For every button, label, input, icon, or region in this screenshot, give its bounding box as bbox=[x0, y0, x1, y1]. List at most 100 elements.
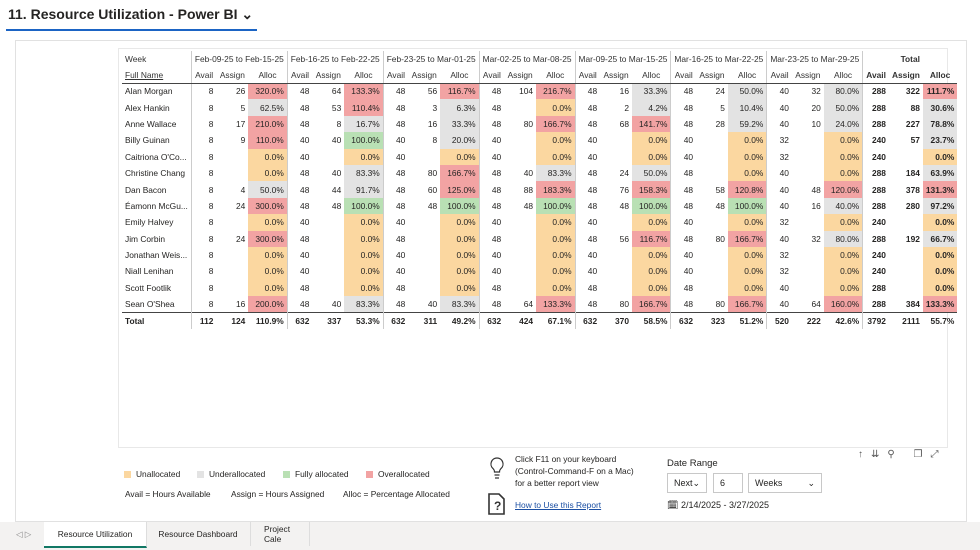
cell bbox=[312, 263, 344, 279]
cell: 80 bbox=[715, 299, 725, 310]
cell: 48 bbox=[574, 197, 601, 215]
cell: 83.3% bbox=[440, 296, 480, 313]
cell: 166.7% bbox=[440, 164, 480, 182]
cell: 240 bbox=[862, 263, 889, 280]
cell: 0.0% bbox=[248, 164, 288, 182]
period-header: Feb-16-25 to Feb-22-25 bbox=[286, 51, 384, 67]
cell: 320.0% bbox=[248, 83, 288, 100]
cell: 63.9% bbox=[922, 164, 958, 182]
cell: 288 bbox=[862, 296, 889, 313]
cell: 0.0% bbox=[248, 214, 288, 231]
tip-line: Click F11 on your keyboard bbox=[515, 454, 617, 464]
tab[interactable]: Resource Utilization bbox=[44, 522, 147, 548]
row-name: Scott Footlik bbox=[125, 282, 172, 293]
cell: 58.5% bbox=[631, 311, 671, 329]
cell: 48 bbox=[574, 83, 601, 100]
cell: 40 bbox=[766, 99, 792, 116]
cell: 53 bbox=[331, 102, 342, 113]
cell bbox=[216, 247, 248, 263]
cell bbox=[312, 247, 344, 263]
cell: 48 bbox=[478, 197, 505, 215]
cell: 110.0% bbox=[248, 132, 288, 149]
tab-nav[interactable]: ◁ ▷ bbox=[16, 529, 32, 539]
subheader: Avail bbox=[670, 67, 697, 84]
cell: 0.0% bbox=[536, 148, 576, 165]
cell: 0.0% bbox=[727, 263, 767, 280]
cell: 68 bbox=[619, 118, 629, 129]
cell: 64 bbox=[523, 299, 534, 310]
subheader: Avail bbox=[382, 67, 409, 84]
cell: 133.3% bbox=[536, 296, 576, 313]
cell: 78.8% bbox=[922, 115, 958, 133]
cell: 66.7% bbox=[922, 230, 958, 247]
cell: 8 bbox=[190, 279, 217, 297]
cell bbox=[600, 280, 632, 296]
cell bbox=[696, 149, 728, 165]
cell: 48 bbox=[574, 181, 601, 198]
cell: 58 bbox=[715, 184, 725, 195]
cell: 288 bbox=[862, 115, 889, 133]
cell: 24 bbox=[715, 86, 725, 97]
cell: 50.0% bbox=[631, 164, 671, 182]
cell: 0.0% bbox=[823, 214, 863, 231]
cell: 40 bbox=[331, 299, 342, 310]
cell: 520 bbox=[766, 311, 792, 329]
cell: 64 bbox=[331, 86, 342, 97]
cell: 48 bbox=[574, 279, 601, 297]
data-row: Caitriona O'Co... 8 0.0% 40 0.0% 40 0.0% 40 0.0%… bbox=[122, 148, 958, 165]
row-name: Anne Wallace bbox=[125, 118, 177, 129]
cell: 48 bbox=[286, 83, 313, 100]
name-label: Full Name bbox=[122, 67, 192, 84]
data-row: Éamonn McGu... 8 24 300.0% 48 48 100.0% 48 48 100… bbox=[122, 197, 958, 215]
report-title[interactable]: 11. Resource Utilization - Power BI ⌄ bbox=[6, 6, 258, 31]
cell bbox=[408, 247, 440, 263]
tab[interactable]: Project Cale bbox=[250, 522, 310, 546]
unit-select[interactable]: Weeks ⌄ bbox=[748, 473, 822, 493]
cell: 0.0% bbox=[631, 279, 671, 297]
count-input[interactable]: 6 bbox=[713, 473, 743, 493]
direction-value: Next bbox=[674, 478, 693, 488]
cell: 48 bbox=[382, 181, 409, 198]
cell bbox=[600, 263, 632, 279]
help-link[interactable]: How to Use this Report bbox=[515, 500, 602, 510]
subheader: Alloc bbox=[922, 67, 958, 84]
cell: 124 bbox=[216, 311, 249, 329]
cell: 8 bbox=[190, 181, 217, 198]
cell: 0.0% bbox=[922, 279, 958, 297]
cell: 0.0% bbox=[631, 263, 671, 280]
cell: 57 bbox=[910, 135, 920, 146]
legend-item: Unallocated bbox=[124, 469, 180, 479]
tab[interactable]: Resource Dashboard bbox=[146, 522, 251, 546]
cell: 60 bbox=[427, 184, 438, 195]
cell: 28 bbox=[715, 118, 725, 129]
cell: 0.0% bbox=[631, 214, 671, 231]
cell: 378 bbox=[905, 184, 920, 195]
count-value: 6 bbox=[720, 478, 726, 488]
cell: 632 bbox=[478, 311, 505, 329]
cell: 116.7% bbox=[631, 230, 671, 247]
cell: 62.5% bbox=[248, 99, 288, 116]
cell: 48 bbox=[478, 99, 505, 116]
visual-toolbar[interactable]: ↑⇊⚲ ❐⤢ bbox=[858, 449, 947, 460]
cell: 40 bbox=[382, 132, 409, 149]
date-range-value: 2/14/2025 - 3/27/2025 bbox=[680, 500, 770, 510]
cell: 48 bbox=[286, 230, 313, 247]
cell: 67.1% bbox=[536, 311, 576, 329]
cell: 16 bbox=[427, 118, 438, 129]
legend-label: Unallocated bbox=[136, 469, 181, 479]
data-row: Anne Wallace 8 17 210.0% 48 8 16.7% 48 16 33.3% 48… bbox=[122, 115, 958, 133]
cell: 424 bbox=[504, 311, 537, 329]
cell: 59.2% bbox=[727, 115, 767, 133]
data-row: Jonathan Weis... 8 0.0% 40 0.0% 40 0.0% 40 0.0% 4… bbox=[122, 246, 958, 264]
cell: 5 bbox=[240, 102, 246, 113]
cell: 0.0% bbox=[823, 246, 863, 264]
direction-select[interactable]: Next ⌄ bbox=[667, 473, 707, 493]
cell: 48 bbox=[382, 115, 409, 133]
data-row: Alan Morgan 8 26 320.0% 48 64 133.3% 48 56 116.7%… bbox=[122, 83, 958, 100]
data-row: Dan Bacon 8 4 50.0% 48 44 91.7% 48 60 125.0% 48 88 1… bbox=[122, 181, 958, 198]
subheader: Assign bbox=[216, 67, 249, 84]
legend-note: Avail = Hours Available bbox=[125, 489, 211, 499]
cell: 0.0% bbox=[823, 164, 863, 182]
cell: 48 bbox=[619, 200, 629, 211]
subheader: Assign bbox=[408, 67, 441, 84]
